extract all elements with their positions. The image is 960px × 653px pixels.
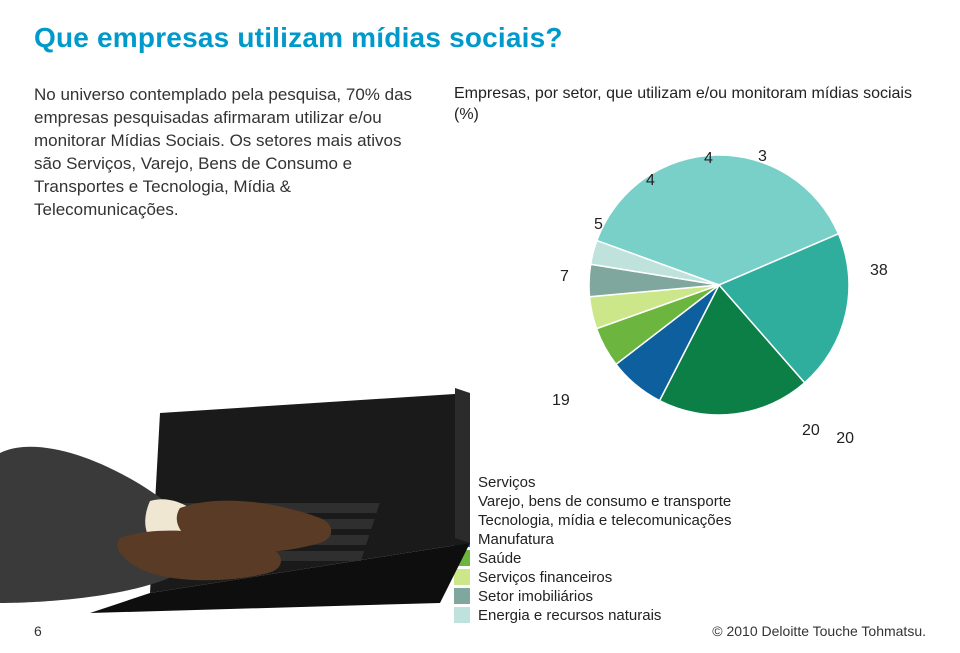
legend-label: Saúde xyxy=(478,550,521,567)
slide-root: Que empresas utilizam mídias sociais? No… xyxy=(0,0,960,653)
legend-row: Tecnologia, mídia e telecomunicações xyxy=(454,512,926,529)
pie-svg xyxy=(454,130,914,440)
page-number: 6 xyxy=(34,623,42,639)
legend-row: Setor imobiliários xyxy=(454,588,926,605)
legend-label: Setor imobiliários xyxy=(478,588,593,605)
legend-label: Tecnologia, mídia e telecomunicações xyxy=(478,512,731,529)
legend-row: Serviços financeiros xyxy=(454,569,926,586)
pie-value-label: 3 xyxy=(758,148,767,166)
legend-row: Varejo, bens de consumo e transporte xyxy=(454,493,926,510)
pie-value-label: 19 xyxy=(552,392,570,410)
chart-legend: Serviços Varejo, bens de consumo e transp… xyxy=(454,474,926,624)
legend-label: Serviços xyxy=(478,474,536,491)
pie-value-label: 38 xyxy=(870,262,888,280)
legend-label: Energia e recursos naturais xyxy=(478,607,661,624)
pie-value-label: 4 xyxy=(704,150,713,168)
legend-row: Energia e recursos naturais xyxy=(454,607,926,624)
decorative-photo xyxy=(0,333,480,613)
pie-value-label: 7 xyxy=(560,268,569,286)
legend-label: Varejo, bens de consumo e transporte xyxy=(478,493,731,510)
pie-chart: 38201975443 20 xyxy=(454,130,914,440)
chart-title: Empresas, por setor, que utilizam e/ou m… xyxy=(454,84,926,126)
pie-value-label: 20 xyxy=(802,422,820,440)
slide-footer: 6 © 2010 Deloitte Touche Tohmatsu. xyxy=(34,623,926,639)
legend-row: Serviços xyxy=(454,474,926,491)
legend-label: Manufatura xyxy=(478,531,554,548)
legend-inline-number: 20 xyxy=(836,430,854,448)
right-column: Empresas, por setor, que utilizam e/ou m… xyxy=(454,84,926,626)
legend-row: Manufatura xyxy=(454,531,926,548)
body-paragraph: No universo contemplado pela pesquisa, 7… xyxy=(34,84,430,222)
page-title: Que empresas utilizam mídias sociais? xyxy=(34,22,926,54)
copyright-text: © 2010 Deloitte Touche Tohmatsu. xyxy=(712,623,926,639)
legend-row: Saúde xyxy=(454,550,926,567)
pie-value-label: 4 xyxy=(646,172,655,190)
legend-label: Serviços financeiros xyxy=(478,569,612,586)
pie-value-label: 5 xyxy=(594,216,603,234)
